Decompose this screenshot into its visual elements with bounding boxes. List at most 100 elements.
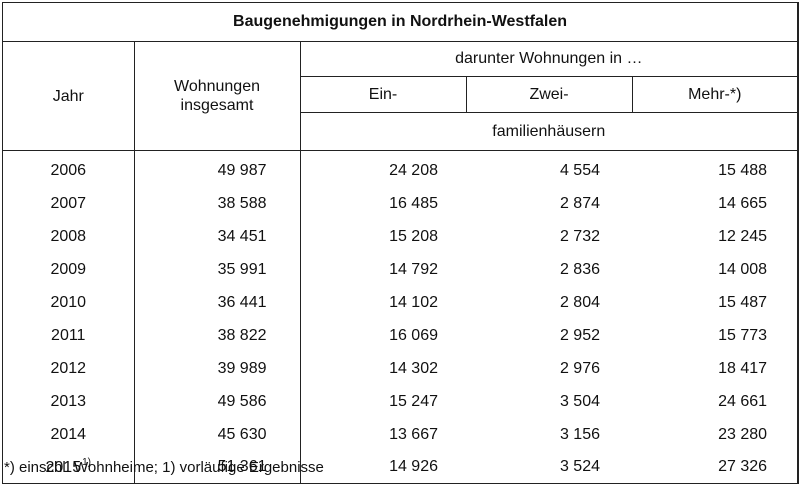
einfamilien-cell: 16 069 [300,319,466,352]
header-zwei: Zwei- [466,76,633,113]
mehrfamilien-cell: 15 773 [632,319,797,352]
mehrfamilien-cell: 18 417 [632,352,797,385]
zweifamilien-cell-value: 3 156 [559,425,600,443]
year-cell: 2013 [3,385,135,418]
table-row: 2013 49 586 15 247 3 504 24 661 [3,385,797,418]
table-row: 2009 35 991 14 792 2 836 14 008 [3,253,797,286]
year-cell: 2011 [3,319,135,352]
year-cell-value: 2006 [50,161,87,179]
table-row: 2007 38 588 16 485 2 874 14 665 [3,187,797,220]
table-row: 2010 36 441 14 102 2 804 15 487 [3,286,797,319]
mehrfamilien-cell: 14 665 [632,187,797,220]
einfamilien-cell: 15 247 [300,385,466,418]
year-cell-value: 2008 [50,227,87,245]
mehrfamilien-cell-value: 14 665 [718,194,768,212]
header-darunter: darunter Wohnungen in … [300,41,798,77]
year-cell-value: 2009 [50,260,87,278]
wohnungen-insgesamt-cell-value: 45 630 [217,425,267,443]
wohnungen-insgesamt-cell: 49 586 [134,385,301,418]
table-row: 2012 39 989 14 302 2 976 18 417 [3,352,797,385]
wohnungen-insgesamt-cell: 39 989 [134,352,301,385]
mehrfamilien-cell-value: 18 417 [718,359,768,377]
zweifamilien-cell-value: 2 732 [559,227,600,245]
mehrfamilien-cell-value: 24 661 [718,392,768,410]
wohnungen-insgesamt-cell: 34 451 [134,220,301,253]
year-cell-value: 2007 [50,194,87,212]
mehrfamilien-cell-value: 27 326 [718,458,768,475]
table-row: 2006 49 987 24 208 4 554 15 488 [3,150,797,188]
zweifamilien-cell: 2 732 [466,220,632,253]
wohnungen-insgesamt-cell-value: 38 588 [217,194,267,212]
building-permits-table: Baugenehmigungen in Nordrhein-Westfalen … [3,3,798,483]
wohnungen-insgesamt-cell-value: 49 586 [217,392,267,410]
einfamilien-cell: 14 926 [300,451,466,483]
mehrfamilien-cell-value: 14 008 [718,260,768,278]
einfamilien-cell-value: 13 667 [389,425,438,443]
einfamilien-cell-value: 14 792 [389,260,438,278]
footnote: *) einschl. Wohnheime; 1) vorläufige Erg… [4,459,324,476]
wohnungen-insgesamt-cell: 51 361 [134,451,301,483]
wohnungen-insgesamt-cell-value: 39 989 [217,359,267,377]
zweifamilien-cell: 2 976 [466,352,632,385]
wohnungen-insgesamt-cell-value: 51 361 [217,458,267,475]
mehrfamilien-cell: 15 487 [632,286,797,319]
table-title: Baugenehmigungen in Nordrhein-Westfalen [3,3,798,42]
zweifamilien-cell-value: 2 952 [559,326,600,344]
mehrfamilien-cell-value: 15 487 [718,293,768,311]
wohnungen-insgesamt-cell: 45 630 [134,418,301,451]
zweifamilien-cell-value: 2 874 [559,194,600,212]
einfamilien-cell: 24 208 [300,151,466,188]
einfamilien-cell-value: 14 102 [389,293,438,311]
zweifamilien-cell: 2 836 [466,253,632,286]
zweifamilien-cell: 4 554 [466,151,632,188]
mehrfamilien-cell: 24 661 [632,385,797,418]
zweifamilien-cell: 3 524 [466,451,632,483]
year-cell-value: 2013 [50,392,87,410]
wohnungen-insgesamt-cell: 49 987 [134,150,301,187]
table-body: 2006 49 987 24 208 4 554 15 488 2007 38 588 16 … [3,150,797,483]
year-footnote-marker: 1) [82,457,91,468]
wohnungen-insgesamt-cell: 38 822 [134,319,301,352]
mehrfamilien-cell: 12 245 [632,220,797,253]
header-wohnungen-line2: insgesamt [180,97,254,114]
einfamilien-cell: 15 208 [300,220,466,253]
einfamilien-cell-value: 16 069 [389,326,438,344]
einfamilien-cell-value: 14 302 [389,359,438,377]
zweifamilien-cell: 3 504 [466,385,632,418]
zweifamilien-cell: 2 952 [466,319,632,352]
year-cell: 2010 [3,286,135,319]
year-cell: 2014 [3,418,135,451]
mehrfamilien-cell-value: 15 773 [718,326,768,344]
wohnungen-insgesamt-cell: 35 991 [134,253,301,286]
wohnungen-insgesamt-cell-value: 36 441 [217,293,267,311]
mehrfamilien-cell: 15 488 [632,151,797,188]
zweifamilien-cell-value: 2 804 [559,293,600,311]
year-cell: 2012 [3,352,135,385]
header-mehr: Mehr-*) [632,76,798,113]
wohnungen-insgesamt-cell-value: 35 991 [217,260,267,278]
table-row: 20151) 51 361 14 926 3 524 27 326 [3,451,797,483]
wohnungen-insgesamt-cell-value: 49 987 [217,161,267,179]
zweifamilien-cell: 3 156 [466,418,632,451]
einfamilien-cell: 13 667 [300,418,466,451]
wohnungen-insgesamt-cell: 36 441 [134,286,301,319]
statistics-table-container: Baugenehmigungen in Nordrhein-Westfalen … [2,2,799,484]
year-cell-value: 2012 [50,359,87,377]
table-row: 2014 45 630 13 667 3 156 23 280 [3,418,797,451]
zweifamilien-cell-value: 3 524 [559,458,600,475]
year-cell: 20151) [3,451,135,483]
table-row: 2008 34 451 15 208 2 732 12 245 [3,220,797,253]
zweifamilien-cell-value: 2 836 [559,260,600,278]
zweifamilien-cell-value: 2 976 [559,359,600,377]
zweifamilien-cell-value: 3 504 [559,392,600,410]
einfamilien-cell-value: 15 247 [389,392,438,410]
zweifamilien-cell: 2 874 [466,187,632,220]
wohnungen-insgesamt-cell-value: 34 451 [217,227,267,245]
header-wohnungen-insgesamt: Wohnungen insgesamt [134,41,301,151]
mehrfamilien-cell: 14 008 [632,253,797,286]
einfamilien-cell: 14 792 [300,253,466,286]
zweifamilien-cell: 2 804 [466,286,632,319]
header-ein: Ein- [300,76,467,113]
mehrfamilien-cell: 27 326 [632,451,797,483]
year-cell: 2009 [3,253,135,286]
